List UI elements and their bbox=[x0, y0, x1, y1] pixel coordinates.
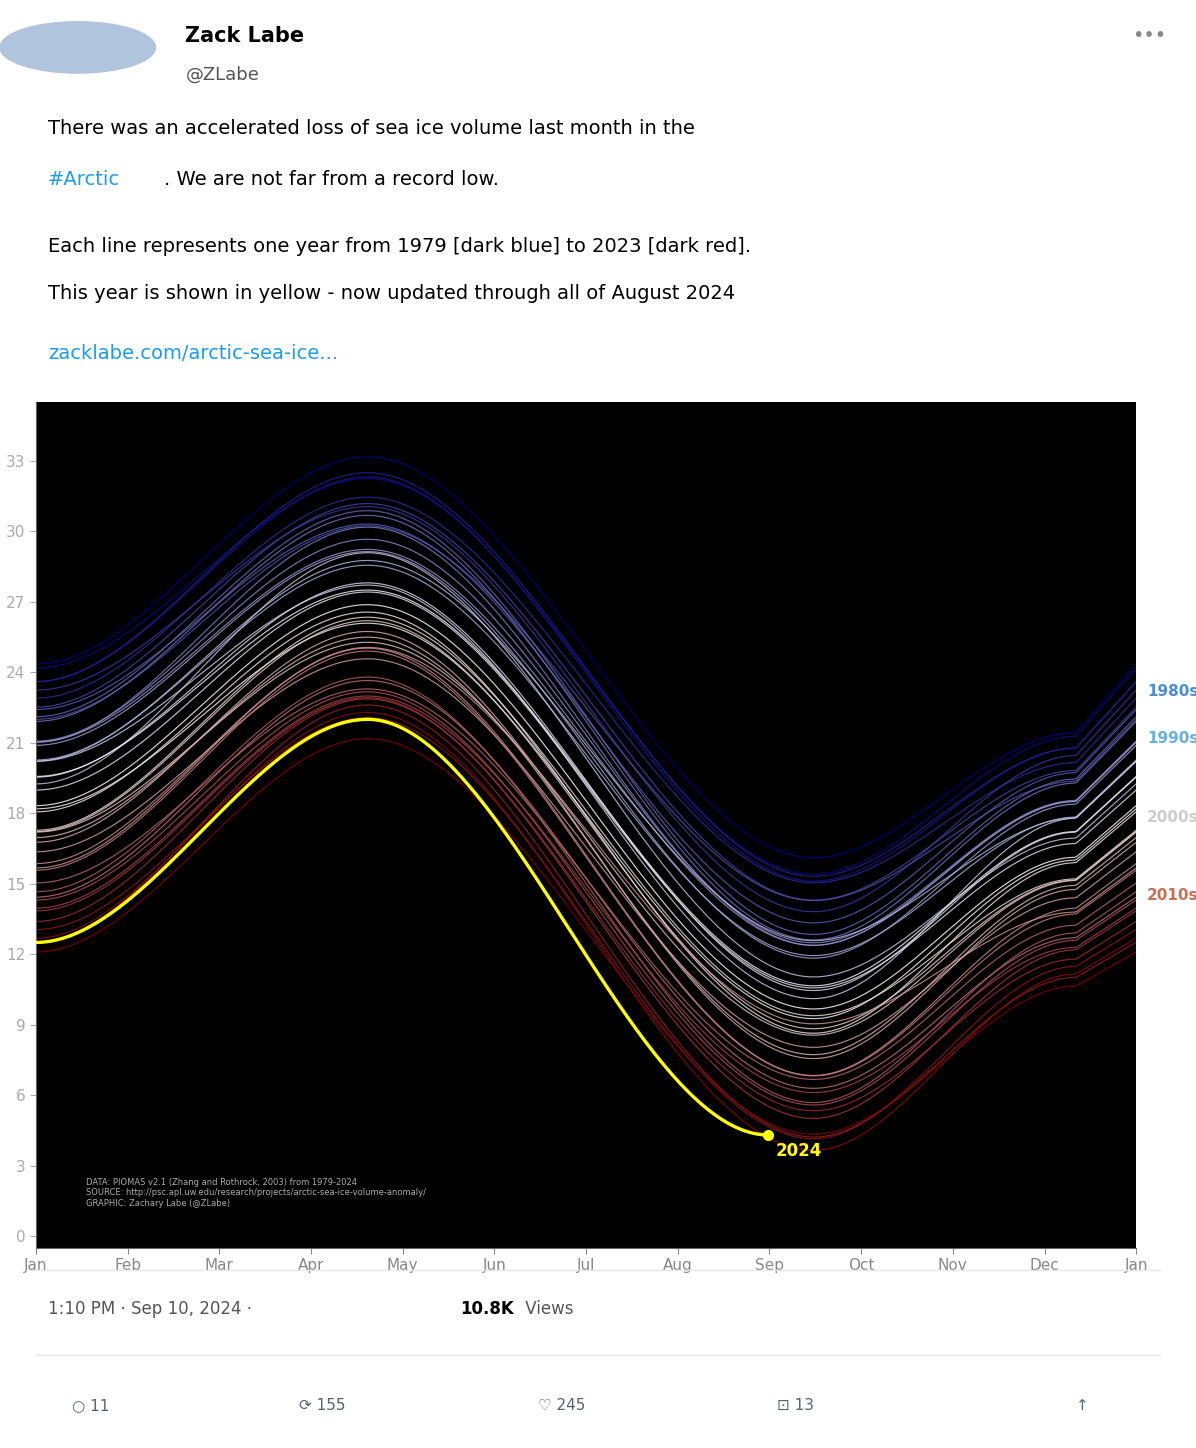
Text: 2010s: 2010s bbox=[1147, 888, 1196, 904]
Text: 10.8K: 10.8K bbox=[460, 1300, 514, 1318]
Text: 1:10 PM · Sep 10, 2024 ·: 1:10 PM · Sep 10, 2024 · bbox=[48, 1300, 257, 1318]
Text: There was an accelerated loss of sea ice volume last month in the: There was an accelerated loss of sea ice… bbox=[48, 119, 695, 138]
Text: ⟳ 155: ⟳ 155 bbox=[299, 1397, 346, 1413]
Text: ⊡ 13: ⊡ 13 bbox=[777, 1397, 814, 1413]
Text: 1980s: 1980s bbox=[1147, 683, 1196, 698]
Circle shape bbox=[0, 22, 155, 72]
Text: #Arctic: #Arctic bbox=[48, 169, 120, 188]
Text: •••: ••• bbox=[1131, 26, 1166, 45]
Text: @ZLabe: @ZLabe bbox=[185, 67, 260, 84]
Text: 1990s: 1990s bbox=[1147, 731, 1196, 746]
Text: ALT: ALT bbox=[57, 1299, 85, 1312]
Text: ↑: ↑ bbox=[1076, 1397, 1094, 1413]
Text: Views: Views bbox=[520, 1300, 574, 1318]
Text: ○ 11: ○ 11 bbox=[72, 1397, 109, 1413]
Text: DATA: PIOMAS v2.1 (Zhang and Rothrock, 2003) from 1979-2024
SOURCE: http://psc.a: DATA: PIOMAS v2.1 (Zhang and Rothrock, 2… bbox=[86, 1179, 426, 1208]
Text: Each line represents one year from 1979 [dark blue] to 2023 [dark red].: Each line represents one year from 1979 … bbox=[48, 237, 751, 256]
Text: . We are not far from a record low.: . We are not far from a record low. bbox=[164, 169, 499, 188]
Title: ARCTIC SEA ICE VOLUME BY YEAR: ARCTIC SEA ICE VOLUME BY YEAR bbox=[312, 363, 860, 391]
Text: ♡ 245: ♡ 245 bbox=[538, 1397, 586, 1413]
Text: This year is shown in yellow - now updated through all of August 2024: This year is shown in yellow - now updat… bbox=[48, 284, 736, 304]
Text: 2000s: 2000s bbox=[1147, 811, 1196, 825]
Text: Zack Labe: Zack Labe bbox=[185, 26, 305, 45]
Text: 2024: 2024 bbox=[775, 1142, 822, 1160]
Text: zacklabe.com/arctic-sea-ice...: zacklabe.com/arctic-sea-ice... bbox=[48, 343, 337, 362]
